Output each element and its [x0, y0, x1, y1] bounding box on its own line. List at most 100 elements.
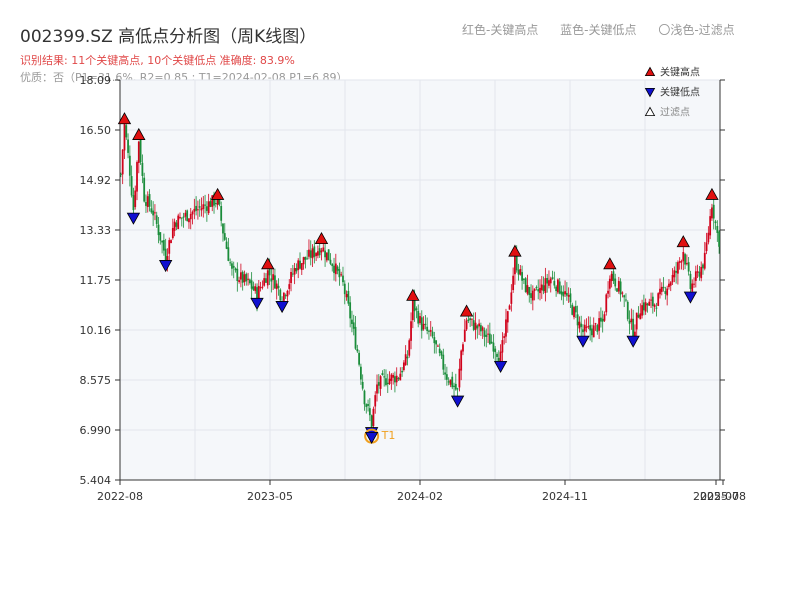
candle-body: [209, 201, 212, 207]
candle-body: [322, 247, 325, 252]
candle-body: [148, 194, 151, 207]
candle-body: [184, 212, 187, 217]
candle-body: [277, 285, 280, 289]
candle-body: [331, 263, 334, 267]
candle-body: [659, 288, 661, 295]
candle-body: [691, 283, 694, 292]
candle-body: [707, 232, 710, 243]
candle-body: [499, 351, 502, 364]
legend-label: 关键低点: [660, 86, 700, 99]
candle-body: [297, 260, 300, 271]
candle-body: [311, 248, 314, 259]
candle-body: [657, 293, 660, 306]
candle-body: [345, 294, 348, 298]
candle-body: [488, 333, 491, 345]
candle-body: [383, 376, 386, 378]
candle-body: [544, 278, 547, 293]
candle-body: [641, 305, 643, 316]
candle-body: [256, 287, 258, 301]
y-tick-label: 8.575: [80, 374, 112, 387]
candle-body: [497, 357, 500, 361]
candle-body: [411, 299, 414, 321]
candle-body: [551, 277, 554, 279]
candle-body: [379, 376, 382, 389]
candle-body: [669, 282, 672, 286]
key-high-marker: [314, 231, 329, 244]
candle-body: [646, 303, 649, 306]
candle-body: [614, 278, 617, 287]
candle-body: [530, 293, 532, 298]
candle-body: [234, 268, 237, 271]
candle-body: [155, 215, 158, 224]
candle-body: [664, 290, 667, 294]
candle-body: [616, 288, 618, 292]
markers: T1: [117, 112, 719, 444]
candle-body: [648, 301, 651, 306]
candle-body: [315, 253, 318, 257]
y-tick-label: 5.404: [80, 474, 112, 487]
candle-body: [139, 139, 142, 163]
candle-body: [576, 314, 579, 326]
candle-body: [594, 323, 597, 325]
candle-body: [573, 307, 575, 318]
legend-marker: [644, 88, 656, 98]
candle-body: [410, 321, 412, 341]
candle-body: [617, 280, 620, 292]
candle-body: [612, 271, 615, 281]
candle-body: [349, 302, 352, 319]
candle-body: [290, 271, 292, 284]
candle-body: [417, 310, 420, 324]
candle-body: [164, 248, 167, 262]
key-low-marker: [126, 212, 141, 225]
candle-body: [286, 290, 289, 297]
candle-body: [580, 323, 583, 327]
candle-body: [655, 307, 658, 309]
candle-body: [630, 318, 633, 323]
candle-body: [154, 212, 156, 214]
candle-body: [239, 272, 242, 280]
candle-body: [325, 252, 328, 261]
candle-body: [716, 225, 719, 233]
candle-body: [274, 275, 276, 289]
candle-body: [668, 283, 670, 288]
candles: [119, 119, 721, 435]
legend-red-key-high: 红色-关键高点: [462, 23, 539, 37]
candle-body: [137, 141, 140, 163]
candle-body: [304, 256, 307, 260]
candle-body: [179, 216, 181, 219]
candle-body: [508, 305, 511, 310]
chart-title: 002399.SZ 高低点分析图（周K线图）: [20, 27, 317, 47]
candle-body: [447, 381, 450, 383]
candle-body: [703, 252, 706, 269]
candle-body: [438, 348, 441, 354]
candle-body: [342, 275, 344, 283]
candle-body: [238, 280, 241, 282]
candle-body: [653, 304, 656, 307]
candle-body: [555, 286, 558, 292]
candle-body: [537, 289, 540, 292]
candle-body: [132, 195, 135, 211]
candle-body: [220, 205, 223, 221]
candle-body: [557, 279, 559, 293]
candle-body: [213, 194, 215, 206]
candle-body: [478, 323, 481, 327]
candle-body: [381, 373, 384, 375]
candle-body: [634, 331, 636, 337]
candle-body: [157, 224, 160, 236]
candle-body: [202, 204, 205, 209]
candle-body: [650, 299, 652, 301]
candle-body: [223, 233, 226, 240]
x-tick-label: 2022-08: [97, 490, 143, 503]
candle-body: [591, 328, 593, 336]
key-high-marker: [603, 257, 617, 270]
key-low-marker: [493, 360, 508, 373]
candle-body: [696, 271, 699, 273]
x-tick-label: 2024-02: [397, 490, 443, 503]
candle-body: [272, 274, 275, 280]
candle-body: [166, 256, 169, 264]
candle-body: [501, 340, 504, 353]
candle-body: [408, 340, 411, 356]
candle-body: [175, 222, 178, 227]
candle-body: [367, 404, 369, 406]
candle-body: [231, 263, 233, 269]
